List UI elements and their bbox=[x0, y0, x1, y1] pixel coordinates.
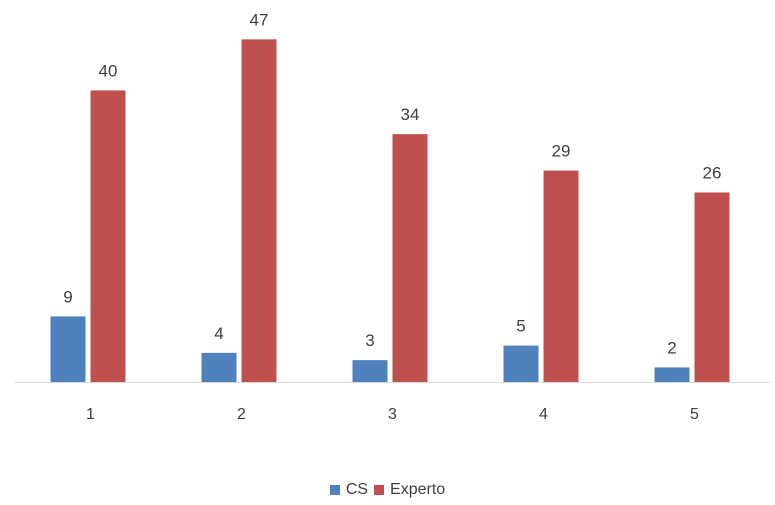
data-label-cs-5: 2 bbox=[667, 338, 676, 357]
data-label-experto-4: 29 bbox=[552, 142, 571, 161]
data-label-cs-1: 9 bbox=[63, 287, 72, 306]
legend-swatch-experto bbox=[374, 485, 385, 495]
bar-experto-1 bbox=[90, 90, 126, 383]
data-label-experto-5: 26 bbox=[703, 163, 722, 182]
bar-cs-1 bbox=[50, 316, 86, 382]
data-label-experto-1: 40 bbox=[99, 61, 118, 80]
bar-cs-2 bbox=[201, 352, 237, 382]
bar-cs-5 bbox=[654, 367, 690, 382]
bar-cs-4 bbox=[503, 345, 539, 382]
legend-item-cs: CS bbox=[329, 481, 369, 499]
legend-item-experto: Experto bbox=[374, 481, 445, 499]
data-label-experto-2: 47 bbox=[250, 10, 269, 29]
data-label-experto-3: 34 bbox=[401, 105, 420, 124]
legend: CS Experto bbox=[0, 481, 775, 499]
data-label-cs-4: 5 bbox=[516, 317, 525, 336]
legend-label-experto: Experto bbox=[390, 481, 446, 498]
x-tick-label-2: 2 bbox=[237, 406, 246, 423]
bar-experto-4 bbox=[543, 170, 579, 382]
bar-experto-5 bbox=[694, 192, 730, 382]
x-tick-label-1: 1 bbox=[86, 406, 95, 423]
x-tick-label-4: 4 bbox=[539, 406, 548, 423]
bar-experto-2 bbox=[241, 39, 277, 383]
bar-experto-3 bbox=[392, 134, 428, 382]
x-tick-label-3: 3 bbox=[388, 406, 397, 423]
legend-swatch-cs bbox=[329, 485, 340, 495]
bar-cs-3 bbox=[352, 360, 388, 382]
data-label-cs-2: 4 bbox=[214, 324, 223, 343]
legend-label-cs: CS bbox=[345, 481, 369, 498]
x-tick-label-5: 5 bbox=[690, 406, 699, 423]
data-label-cs-3: 3 bbox=[365, 331, 374, 350]
